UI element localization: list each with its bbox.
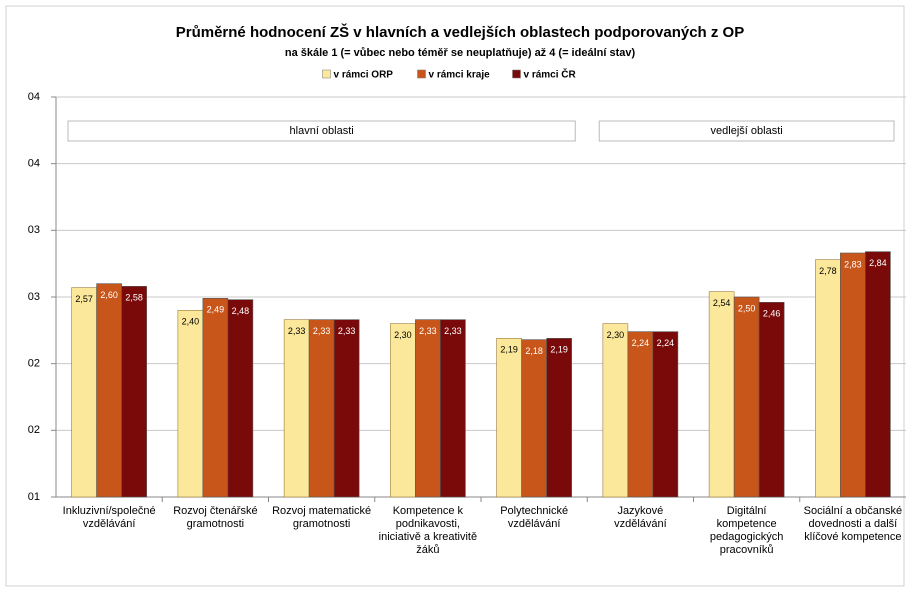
value-label: 2,83: [844, 259, 862, 269]
value-label: 2,33: [313, 326, 331, 336]
legend-label: v rámci ORP: [334, 70, 394, 81]
bar: [815, 259, 841, 498]
bar: [283, 319, 310, 498]
bar: [521, 339, 547, 498]
chart-title: Průměrné hodnocení ZŠ v hlavních a vedle…: [176, 23, 744, 41]
legend-label: v rámci ČR: [524, 68, 577, 81]
bar: [546, 338, 572, 498]
value-label: 2,58: [125, 293, 143, 303]
value-label: 2,78: [819, 266, 837, 276]
legend-swatch: [417, 69, 426, 79]
bar: [415, 319, 441, 498]
y-tick-label: 04: [28, 91, 40, 103]
y-tick-label: 03: [28, 291, 40, 303]
legend-swatch: [512, 69, 521, 79]
value-label: 2,30: [394, 330, 412, 340]
value-label: 2,60: [100, 290, 118, 300]
x-tick-label: Digitální kompetence pedagogických praco…: [709, 505, 784, 556]
bar: [96, 283, 122, 498]
annotation-box: [598, 120, 895, 142]
bar: [177, 310, 204, 498]
bar: [121, 286, 147, 498]
y-tick-label: 04: [28, 158, 40, 170]
y-tick-label: 03: [28, 224, 40, 236]
x-tick-label: Rozvoj matematické gramotnosti: [272, 505, 372, 530]
value-label: 2,49: [207, 305, 225, 315]
value-label: 2,19: [550, 345, 568, 355]
value-label: 2,40: [182, 317, 200, 327]
x-tick-label: Rozvoj čtenářské gramotnosti: [173, 505, 258, 530]
value-label: 2,33: [288, 326, 306, 336]
value-label: 2,50: [738, 303, 756, 313]
value-label: 2,48: [232, 306, 250, 316]
x-tick-label: Kompetence k podnikavosti, iniciativě a …: [378, 505, 478, 556]
y-tick-label: 02: [28, 424, 40, 436]
value-label: 2,33: [419, 326, 437, 336]
annotation-box: [67, 120, 576, 142]
y-tick-label: 01: [28, 491, 40, 503]
bar: [71, 287, 97, 498]
bar: [333, 319, 360, 498]
bar: [652, 331, 679, 498]
value-label: 2,84: [869, 258, 887, 268]
bar: [865, 251, 891, 498]
bar: [758, 302, 785, 498]
value-label: 2,24: [657, 338, 675, 348]
bar: [708, 291, 735, 498]
bar: [390, 323, 416, 498]
bar: [840, 252, 866, 498]
legend-swatch: [322, 69, 331, 79]
bar: [227, 299, 254, 498]
value-label: 2,54: [713, 298, 731, 308]
bar: [602, 323, 629, 498]
bar: [627, 331, 654, 498]
x-tick-label: Jazykové vzdělávání: [614, 505, 667, 530]
annotation: vedlejší oblasti: [711, 125, 783, 137]
bar: [202, 298, 229, 498]
bar: [440, 319, 466, 498]
value-label: 2,46: [763, 309, 781, 319]
legend-label: v rámci kraje: [429, 70, 491, 81]
value-label: 2,57: [75, 294, 93, 304]
x-tick-label: Sociální a občanské dovednosti a další k…: [803, 505, 903, 543]
annotation: hlavní oblasti: [290, 125, 354, 137]
bar: [496, 338, 522, 498]
value-label: 2,33: [444, 326, 462, 336]
value-label: 2,33: [338, 326, 356, 336]
bar: [733, 296, 760, 498]
x-tick-label: Inkluzivní/společné vzdělávání: [62, 505, 156, 530]
chart-subtitle: na škále 1 (= vůbec nebo téměř se neupla…: [285, 47, 636, 59]
value-label: 2,18: [525, 346, 543, 356]
y-tick-label: 02: [28, 358, 40, 370]
value-label: 2,19: [500, 345, 518, 355]
x-tick-label: Polytechnické vzdělávání: [500, 505, 569, 530]
value-label: 2,24: [632, 338, 650, 348]
value-label: 2,30: [607, 330, 625, 340]
bar: [308, 319, 335, 498]
